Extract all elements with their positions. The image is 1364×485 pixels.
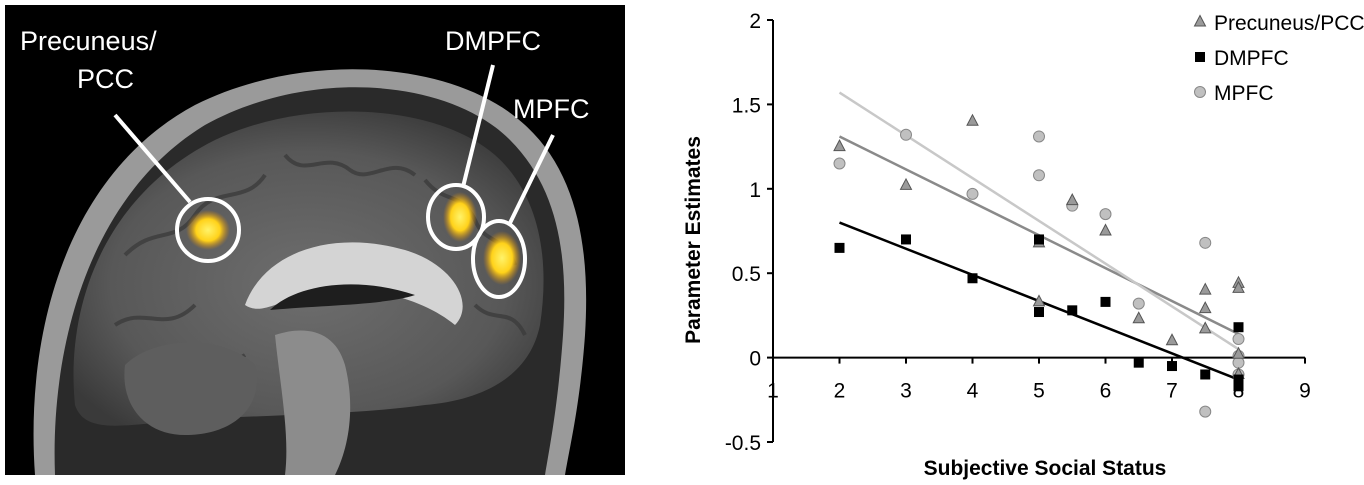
label-precuneus-line2: PCC <box>77 64 134 94</box>
data-point <box>833 139 846 152</box>
legend-marker <box>1194 86 1206 98</box>
legend-label: DMPFC <box>1214 47 1289 70</box>
corpus-callosum <box>245 242 463 325</box>
data-points <box>833 113 1245 418</box>
label-mpfc: MPFC <box>513 94 590 124</box>
leader-mpfc <box>508 134 555 224</box>
x-tick-label: 1 <box>767 380 779 403</box>
data-point <box>1067 305 1078 316</box>
data-point <box>1065 193 1079 206</box>
x-axis-label: Subjective Social Status <box>924 457 1167 480</box>
x-tick-label: 2 <box>834 380 846 403</box>
data-point <box>1033 130 1045 143</box>
leader-precuneus <box>113 113 192 204</box>
data-point <box>1033 169 1045 182</box>
data-point <box>1132 297 1145 310</box>
data-point <box>1034 307 1044 318</box>
x-tick-label: 3 <box>900 380 912 403</box>
data-point <box>1100 296 1111 307</box>
axes: -0.500.511.52123456789 <box>725 10 1311 455</box>
data-point <box>1232 356 1245 369</box>
data-point <box>1199 236 1212 249</box>
x-tick-label: 9 <box>1299 380 1311 403</box>
brainstem <box>275 330 351 475</box>
data-point <box>900 128 912 141</box>
data-point <box>1165 333 1179 346</box>
data-point <box>1232 280 1245 293</box>
leader-dmpfc <box>461 64 495 188</box>
x-tick-label: 7 <box>1166 380 1178 403</box>
x-tick-label: 4 <box>967 380 979 403</box>
data-point <box>1200 369 1211 380</box>
data-point <box>1032 294 1046 307</box>
data-point <box>833 157 846 170</box>
activation-dmpfc <box>443 192 477 242</box>
y-tick-label: 0.5 <box>732 263 761 286</box>
y-axis-label: Parameter Estimates <box>682 136 705 344</box>
data-point <box>1198 321 1212 334</box>
y-tick-label: -0.5 <box>725 432 761 455</box>
label-precuneus-line1: Precuneus/ <box>20 26 157 56</box>
data-point <box>1198 301 1212 314</box>
data-point <box>901 234 911 245</box>
data-point <box>1232 333 1245 346</box>
data-point <box>1199 405 1212 418</box>
legend-label: MPFC <box>1214 82 1274 105</box>
data-point <box>899 177 913 190</box>
legend: Precuneus/PCC DMPFC MPFC <box>1193 12 1364 105</box>
data-point <box>1034 234 1044 245</box>
data-point <box>966 187 979 200</box>
x-tick-label: 6 <box>1100 380 1112 403</box>
y-tick-label: 0 <box>749 348 761 371</box>
cerebellum <box>124 342 257 435</box>
x-tick-label: 5 <box>1033 380 1045 403</box>
y-tick-label: 1 <box>749 179 761 202</box>
data-point <box>1133 357 1144 368</box>
y-tick-label: 2 <box>749 10 761 33</box>
ventricle <box>270 284 415 310</box>
legend-marker <box>1195 52 1205 62</box>
data-point <box>1233 381 1244 392</box>
data-point <box>1132 311 1146 324</box>
data-point <box>1198 282 1212 295</box>
roi-ring-mpfc <box>471 219 527 299</box>
legend-label: Precuneus/PCC <box>1214 12 1364 35</box>
roi-ring-precuneus <box>175 197 241 263</box>
data-point <box>1099 208 1112 221</box>
y-tick-label: 1.5 <box>732 94 761 117</box>
activation-precuneus <box>186 210 230 250</box>
data-point <box>1167 361 1177 372</box>
label-dmpfc: DMPFC <box>445 26 541 56</box>
scatter-chart: -0.500.511.52123456789 Subjective Social… <box>682 10 1364 480</box>
roi-ring-dmpfc <box>426 183 486 251</box>
data-point <box>1099 223 1112 236</box>
data-point <box>1233 374 1244 385</box>
data-point <box>1232 346 1245 359</box>
data-point <box>967 273 978 284</box>
data-point <box>834 242 845 253</box>
data-point <box>966 113 979 126</box>
activation-mpfc <box>483 231 521 285</box>
data-point <box>1233 322 1244 333</box>
legend-marker <box>1193 14 1207 27</box>
brain-mri-image: Precuneus/ PCC DMPFC MPFC <box>5 5 625 475</box>
